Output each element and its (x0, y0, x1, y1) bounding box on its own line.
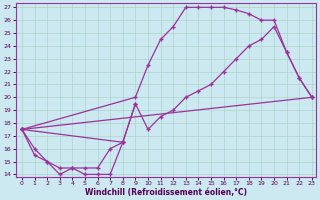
X-axis label: Windchill (Refroidissement éolien,°C): Windchill (Refroidissement éolien,°C) (85, 188, 247, 197)
